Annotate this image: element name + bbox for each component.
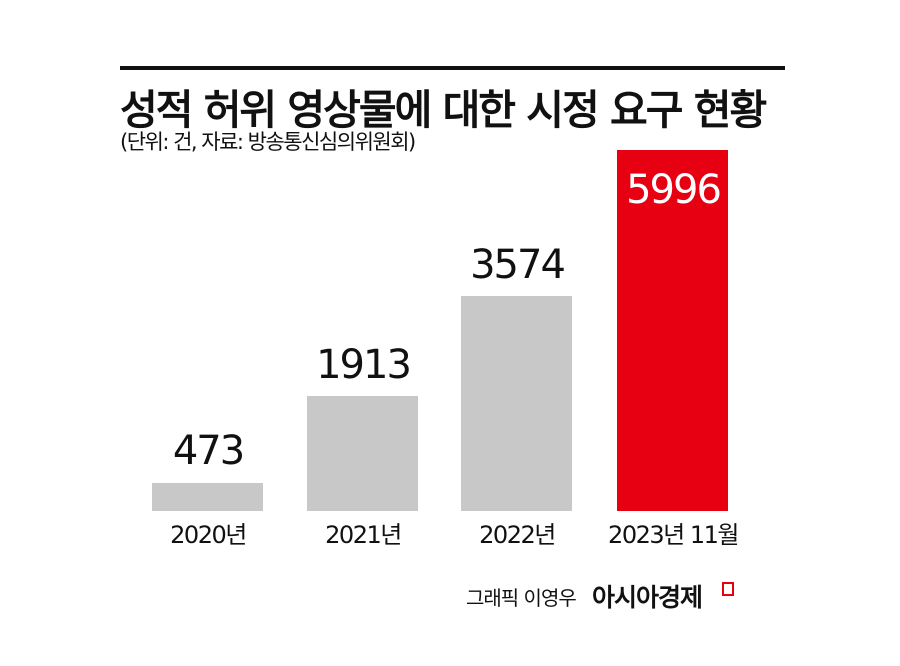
bar-2020 [152, 483, 263, 511]
brand-mark-icon [722, 582, 734, 596]
value-label-2022: 3574 [470, 242, 566, 288]
value-label-2021: 1913 [316, 342, 412, 388]
category-label-2020: 2020년 [170, 521, 247, 549]
brand-logo: 아시아경제 [592, 583, 703, 612]
category-label-2022: 2022년 [479, 521, 556, 549]
bar-2023 [617, 150, 728, 511]
graphic-credit: 그래픽 이영우 [466, 586, 577, 610]
bar-2021 [307, 396, 418, 511]
chart-subtitle: (단위: 건, 자료: 방송통신심의위원회) [120, 130, 416, 154]
category-label-2023: 2023년 11월 [608, 521, 739, 549]
chart-title: 성적 허위 영상물에 대한 시정 요구 현황 [120, 86, 767, 134]
bar-2022 [461, 296, 572, 511]
title-rule [120, 66, 785, 70]
value-label-2023: 5996 [626, 167, 722, 213]
category-label-2021: 2021년 [325, 521, 402, 549]
value-label-2020: 473 [172, 428, 245, 474]
